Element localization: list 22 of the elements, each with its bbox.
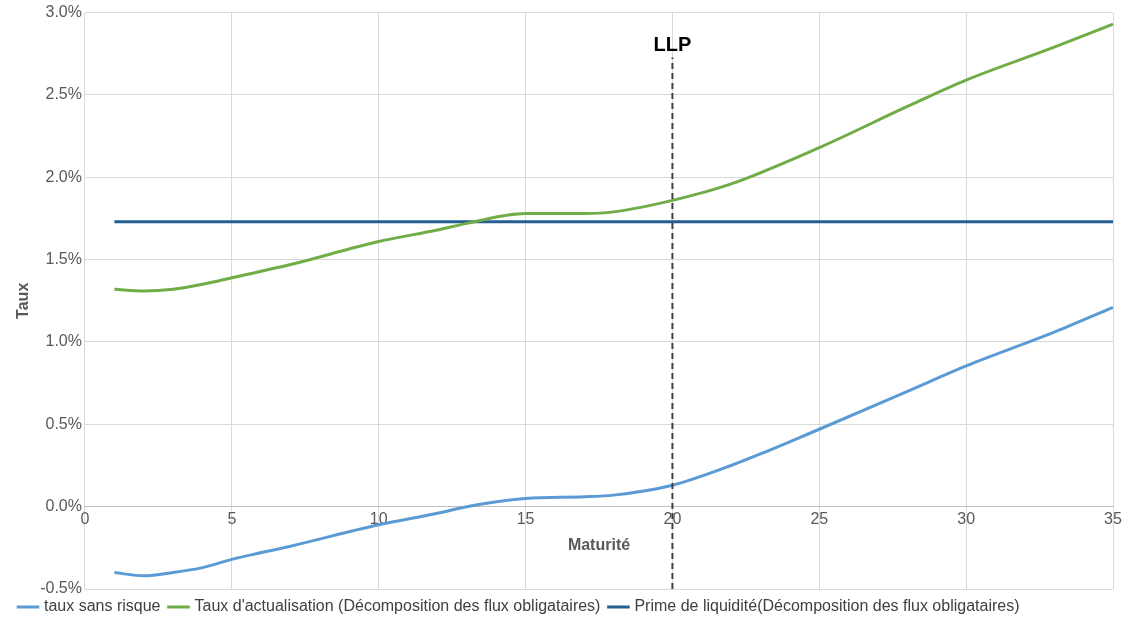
x-tick-label: 15 <box>516 509 535 527</box>
y-tick-label: 1.5% <box>45 250 82 268</box>
x-axis-title: Maturité <box>567 535 631 553</box>
y-tick-label: 0.0% <box>45 497 82 515</box>
legend-label: Taux d'actualisation (Décomposition des flux obligataires) <box>194 597 601 615</box>
x-tick-label: 35 <box>1104 509 1122 527</box>
y-tick-label: 2.5% <box>45 85 82 103</box>
y-tick-label: 1.0% <box>45 332 82 350</box>
y-axis-title: Taux <box>14 282 32 319</box>
x-tick-label: 5 <box>227 509 237 527</box>
legend-label: taux sans risque <box>44 597 161 615</box>
x-tick-label: 20 <box>663 509 682 527</box>
y-tick-label: 3.0% <box>45 3 82 21</box>
x-tick-label: 30 <box>957 509 976 527</box>
y-tick-label: -0.5% <box>40 579 82 597</box>
line-series <box>112 22 1113 293</box>
x-tick-label: 0 <box>80 509 90 527</box>
ref-line-label: LLP <box>653 33 692 56</box>
y-tick-label: 2.0% <box>45 167 82 185</box>
x-tick-label: 25 <box>810 509 829 527</box>
legend-label: Prime de liquidité(Décomposition des flux obligataires) <box>634 597 1020 615</box>
y-tick-label: 0.5% <box>45 414 82 432</box>
